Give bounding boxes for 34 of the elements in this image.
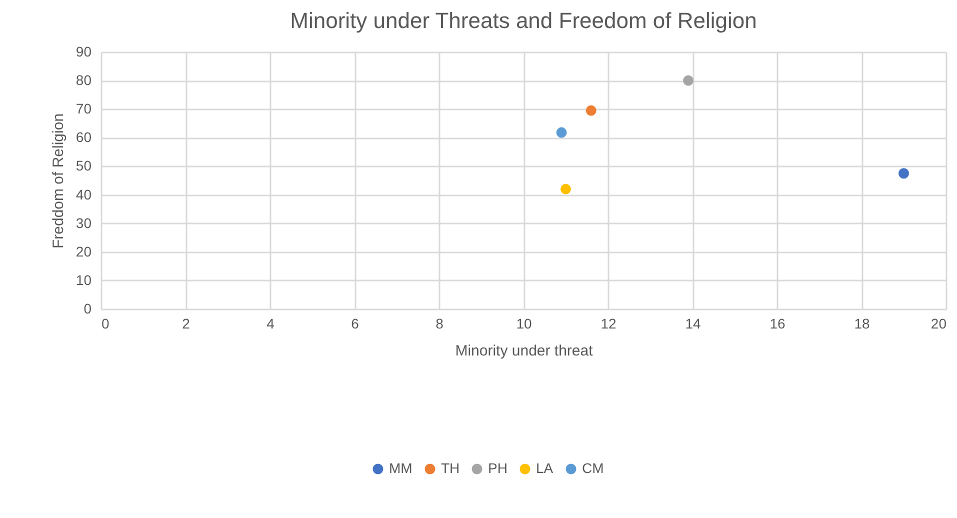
- x-tick-label: 4: [266, 316, 275, 332]
- y-tick-label: 90: [76, 44, 92, 60]
- legend-label: TH: [441, 460, 460, 476]
- legend-label: MM: [389, 460, 412, 476]
- y-tick-label: 70: [76, 100, 92, 117]
- x-tick-label: 0: [102, 316, 110, 332]
- x-tick-label: 6: [351, 316, 360, 332]
- x-tick-label: 20: [930, 316, 947, 332]
- x-tick-label: 10: [516, 316, 532, 332]
- y-tick-label: 30: [76, 214, 92, 231]
- y-axis-title: Freddom of Religion: [50, 113, 67, 249]
- legend-label: LA: [536, 460, 554, 476]
- x-tick-label: 14: [685, 316, 701, 332]
- x-tick-label: 12: [600, 316, 616, 332]
- y-tick-label: 20: [76, 243, 92, 260]
- point: [560, 184, 571, 194]
- point: [586, 105, 596, 116]
- y-tick-label: 60: [76, 129, 92, 146]
- point: [898, 168, 909, 179]
- x-tick-label: 2: [182, 316, 190, 332]
- x-tick-label: 16: [770, 316, 786, 332]
- legend-label: CM: [582, 460, 604, 476]
- point: [683, 75, 694, 86]
- y-tick-label: 10: [76, 272, 92, 288]
- y-tick-label: 40: [76, 186, 92, 202]
- point: [556, 127, 567, 138]
- x-tick-label: 18: [854, 316, 870, 332]
- chart-title: Minority under Threats and Freedom of Religion: [290, 8, 757, 33]
- y-tick-label: 50: [76, 158, 92, 174]
- x-tick-label: 8: [436, 316, 444, 332]
- y-tick-label: 0: [84, 300, 92, 316]
- legend-label: PH: [488, 460, 508, 476]
- x-axis-title: Minority under threat: [455, 342, 594, 360]
- y-tick-label: 80: [76, 72, 92, 88]
